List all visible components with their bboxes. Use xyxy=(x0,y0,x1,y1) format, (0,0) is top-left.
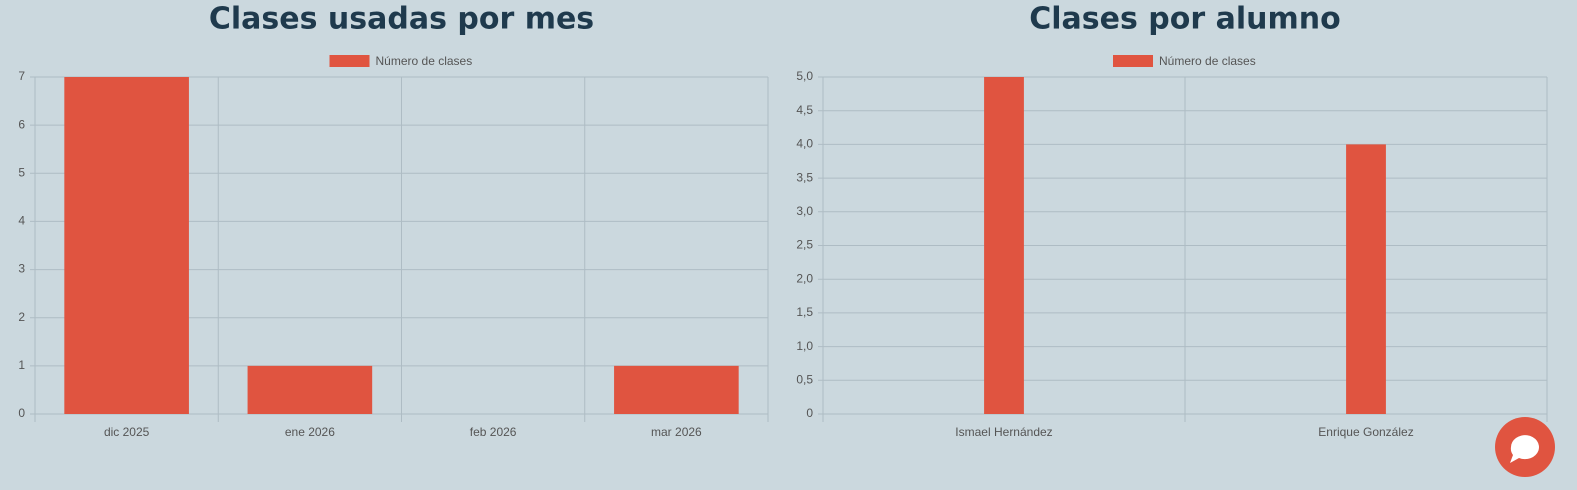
x-tick-label: dic 2025 xyxy=(104,425,150,439)
y-tick-label: 5,0 xyxy=(796,69,813,83)
y-tick-label: 2,5 xyxy=(796,238,813,252)
legend-label: Número de clases xyxy=(1159,54,1256,68)
y-tick-label: 4,0 xyxy=(796,137,813,151)
x-tick-label: feb 2026 xyxy=(470,425,517,439)
chart-title: Clases usadas por mes xyxy=(209,2,594,37)
y-tick-label: 3,5 xyxy=(796,170,813,184)
bar xyxy=(1346,144,1386,414)
chat-button[interactable] xyxy=(1495,417,1555,477)
y-tick-label: 4,5 xyxy=(796,103,813,117)
legend-label: Número de clases xyxy=(376,54,473,68)
x-tick-label: Enrique González xyxy=(1318,425,1413,439)
y-tick-label: 1,0 xyxy=(796,339,813,353)
y-tick-label: 4 xyxy=(18,214,25,228)
legend-swatch xyxy=(1113,55,1153,67)
chart-title: Clases por alumno xyxy=(1029,2,1340,37)
y-tick-label: 0,5 xyxy=(796,372,813,386)
bar xyxy=(614,365,739,414)
y-tick-label: 1,5 xyxy=(796,305,813,319)
y-tick-label: 2 xyxy=(18,310,25,324)
y-tick-label: 5 xyxy=(18,165,25,179)
x-tick-label: mar 2026 xyxy=(651,425,702,439)
y-tick-label: 6 xyxy=(18,117,25,131)
bar xyxy=(247,365,373,414)
y-tick-label: 0 xyxy=(18,406,25,420)
x-tick-label: ene 2026 xyxy=(285,425,335,439)
bar xyxy=(64,77,189,414)
y-tick-label: 1 xyxy=(18,358,25,372)
legend-swatch xyxy=(329,55,370,67)
y-tick-label: 3,0 xyxy=(796,204,813,218)
bar xyxy=(984,77,1024,414)
y-tick-label: 3 xyxy=(18,262,25,276)
y-tick-label: 2,0 xyxy=(796,271,813,285)
y-tick-label: 7 xyxy=(18,69,25,83)
x-tick-label: Ismael Hernández xyxy=(955,425,1052,439)
y-tick-label: 0 xyxy=(806,406,813,420)
